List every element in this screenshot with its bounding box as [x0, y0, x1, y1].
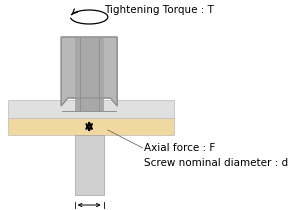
Text: Axial force : F: Axial force : F	[144, 143, 216, 153]
Polygon shape	[61, 37, 117, 106]
Bar	[75, 37, 104, 111]
Bar	[75, 135, 104, 195]
Text: Tightening Torque : T: Tightening Torque : T	[105, 5, 214, 15]
Bar	[8, 100, 174, 118]
Bar	[8, 118, 174, 135]
Text: Screw nominal diameter : d: Screw nominal diameter : d	[144, 158, 288, 168]
